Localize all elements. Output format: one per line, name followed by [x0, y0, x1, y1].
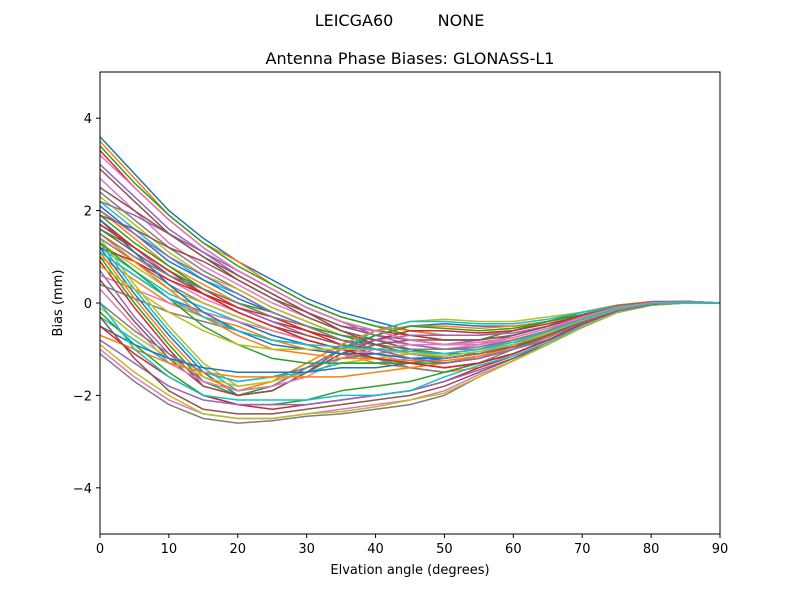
- y-tick-label: −4: [73, 482, 92, 497]
- suptitle-antenna: LEICGA60: [315, 11, 394, 30]
- y-tick-label: −2: [73, 389, 92, 404]
- series-line-25: [99, 200, 721, 350]
- y-axis-label: Bias (mm): [51, 270, 66, 337]
- suptitle-radome: NONE: [438, 11, 485, 30]
- y-axis-ticks: −4 −2 0 2 4: [73, 112, 100, 497]
- series-line-57: [99, 154, 721, 346]
- x-tick-label: 70: [574, 542, 591, 557]
- x-axis-ticks: 0 10 20 30 40 50 60 70 80 90: [96, 534, 728, 557]
- y-tick-label: 4: [84, 112, 92, 127]
- x-tick-label: 60: [505, 542, 522, 557]
- y-tick-label: 2: [84, 205, 92, 220]
- series-line-60: [99, 251, 721, 355]
- x-tick-label: 80: [643, 542, 660, 557]
- x-axis-label: Elvation angle (degrees): [330, 563, 489, 578]
- x-tick-label: 50: [436, 542, 453, 557]
- series-line-11: [99, 205, 721, 355]
- x-tick-label: 20: [230, 542, 247, 557]
- x-tick-label: 40: [367, 542, 384, 557]
- chart-title: Antenna Phase Biases: GLONASS-L1: [266, 49, 555, 68]
- x-tick-label: 30: [298, 542, 315, 557]
- x-tick-label: 10: [161, 542, 178, 557]
- x-tick-label: 0: [96, 542, 104, 557]
- series-line-49: [99, 302, 720, 420]
- y-tick-label: 0: [84, 297, 92, 312]
- series-lines: [99, 136, 721, 424]
- x-tick-label: 90: [712, 542, 729, 557]
- figure-suptitle: LEICGA60 NONE: [315, 11, 485, 30]
